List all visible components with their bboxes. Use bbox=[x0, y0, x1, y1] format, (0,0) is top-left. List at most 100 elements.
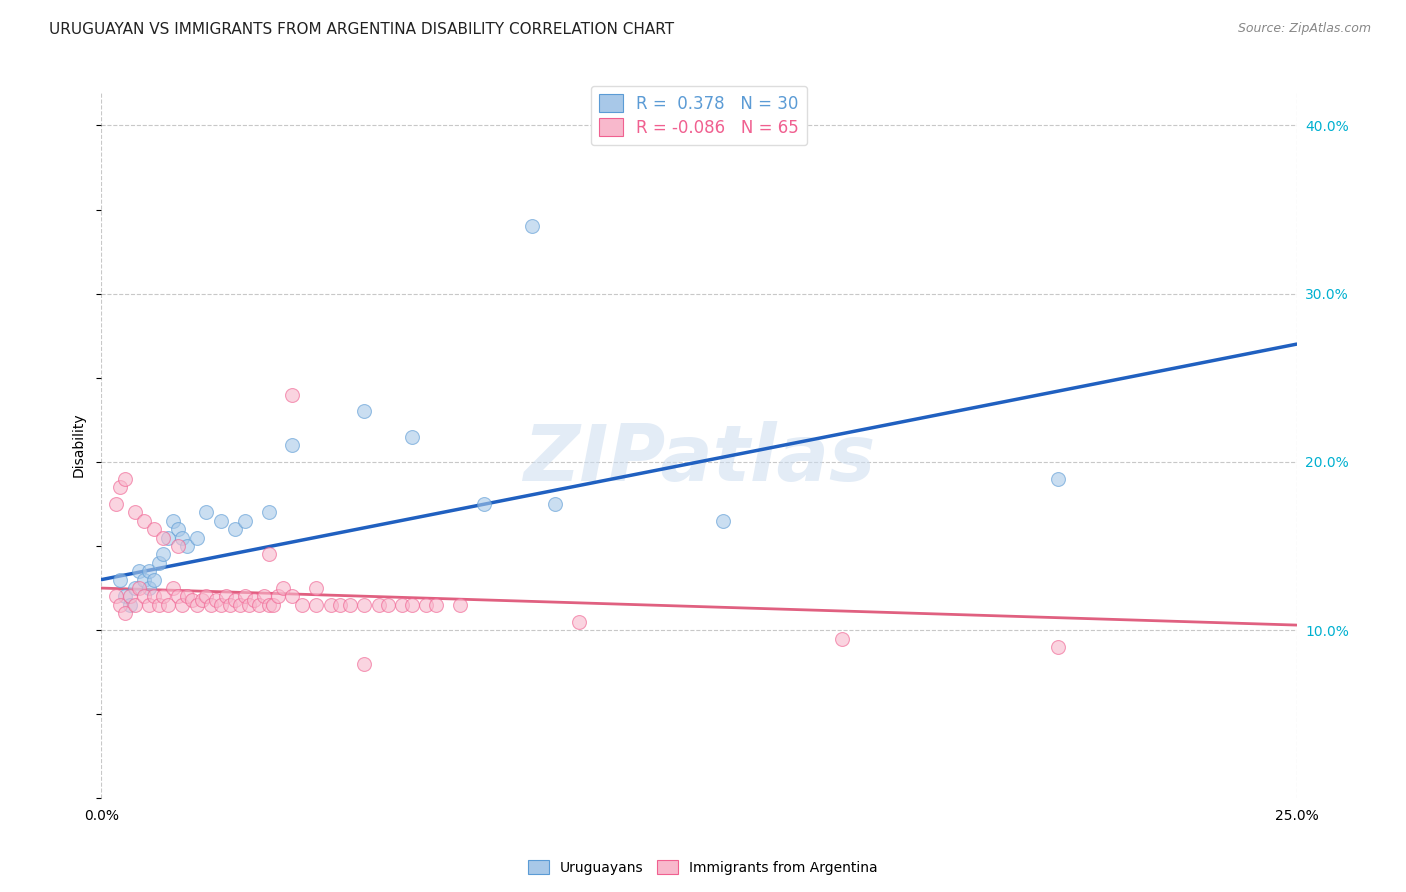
Point bbox=[134, 514, 156, 528]
Point bbox=[233, 590, 256, 604]
Point bbox=[110, 598, 132, 612]
Point bbox=[391, 598, 413, 612]
Point bbox=[172, 598, 194, 612]
Point bbox=[377, 598, 399, 612]
Point bbox=[134, 573, 156, 587]
Point bbox=[138, 581, 160, 595]
Point bbox=[152, 590, 174, 604]
Point bbox=[214, 590, 236, 604]
Point bbox=[128, 564, 150, 578]
Point bbox=[224, 522, 246, 536]
Legend: R =  0.378   N = 30, R = -0.086   N = 65: R = 0.378 N = 30, R = -0.086 N = 65 bbox=[591, 86, 807, 145]
Point bbox=[233, 514, 256, 528]
Point bbox=[157, 598, 180, 612]
Point bbox=[1046, 472, 1069, 486]
Point bbox=[544, 497, 567, 511]
Point bbox=[472, 497, 495, 511]
Point bbox=[200, 598, 222, 612]
Point bbox=[195, 590, 218, 604]
Point bbox=[205, 592, 228, 607]
Point bbox=[367, 598, 389, 612]
Point bbox=[271, 581, 294, 595]
Point bbox=[118, 598, 141, 612]
Point bbox=[339, 598, 361, 612]
Point bbox=[172, 531, 194, 545]
Point bbox=[152, 548, 174, 562]
Point bbox=[267, 590, 290, 604]
Point bbox=[134, 590, 156, 604]
Point bbox=[219, 598, 242, 612]
Point bbox=[281, 590, 304, 604]
Text: Source: ZipAtlas.com: Source: ZipAtlas.com bbox=[1237, 22, 1371, 36]
Point bbox=[209, 598, 232, 612]
Point bbox=[209, 514, 232, 528]
Y-axis label: Disability: Disability bbox=[72, 413, 86, 477]
Point bbox=[224, 592, 246, 607]
Point bbox=[257, 505, 280, 519]
Point bbox=[831, 632, 853, 646]
Point bbox=[124, 505, 146, 519]
Point bbox=[186, 598, 208, 612]
Point bbox=[229, 598, 252, 612]
Point bbox=[401, 430, 423, 444]
Point bbox=[118, 590, 141, 604]
Point bbox=[157, 531, 180, 545]
Point bbox=[104, 497, 127, 511]
Point bbox=[162, 581, 184, 595]
Point bbox=[425, 598, 447, 612]
Text: URUGUAYAN VS IMMIGRANTS FROM ARGENTINA DISABILITY CORRELATION CHART: URUGUAYAN VS IMMIGRANTS FROM ARGENTINA D… bbox=[49, 22, 675, 37]
Point bbox=[176, 539, 198, 553]
Point bbox=[114, 607, 136, 621]
Point bbox=[449, 598, 471, 612]
Point bbox=[128, 581, 150, 595]
Point bbox=[238, 598, 260, 612]
Point bbox=[104, 590, 127, 604]
Point bbox=[152, 531, 174, 545]
Point bbox=[329, 598, 352, 612]
Point bbox=[305, 598, 328, 612]
Point bbox=[124, 598, 146, 612]
Point bbox=[257, 548, 280, 562]
Point bbox=[190, 592, 212, 607]
Point bbox=[305, 581, 328, 595]
Point bbox=[195, 505, 218, 519]
Point bbox=[568, 615, 591, 629]
Point bbox=[353, 657, 375, 671]
Point bbox=[415, 598, 437, 612]
Point bbox=[401, 598, 423, 612]
Point bbox=[711, 514, 734, 528]
Point bbox=[181, 592, 204, 607]
Point bbox=[247, 598, 270, 612]
Point bbox=[166, 539, 188, 553]
Point bbox=[166, 522, 188, 536]
Point bbox=[110, 480, 132, 494]
Point bbox=[148, 598, 170, 612]
Text: ZIPatlas: ZIPatlas bbox=[523, 421, 875, 497]
Point bbox=[124, 581, 146, 595]
Point bbox=[520, 219, 543, 234]
Point bbox=[162, 514, 184, 528]
Point bbox=[148, 556, 170, 570]
Point bbox=[353, 404, 375, 418]
Point bbox=[142, 573, 165, 587]
Point bbox=[319, 598, 342, 612]
Point bbox=[291, 598, 314, 612]
Point bbox=[138, 598, 160, 612]
Point bbox=[142, 522, 165, 536]
Point bbox=[253, 590, 276, 604]
Point bbox=[176, 590, 198, 604]
Legend: Uruguayans, Immigrants from Argentina: Uruguayans, Immigrants from Argentina bbox=[523, 855, 883, 880]
Point bbox=[166, 590, 188, 604]
Point bbox=[281, 387, 304, 401]
Point bbox=[114, 590, 136, 604]
Point bbox=[114, 472, 136, 486]
Point bbox=[138, 564, 160, 578]
Point bbox=[142, 590, 165, 604]
Point bbox=[257, 598, 280, 612]
Point bbox=[243, 592, 266, 607]
Point bbox=[110, 573, 132, 587]
Point bbox=[262, 598, 284, 612]
Point bbox=[353, 598, 375, 612]
Point bbox=[186, 531, 208, 545]
Point bbox=[1046, 640, 1069, 654]
